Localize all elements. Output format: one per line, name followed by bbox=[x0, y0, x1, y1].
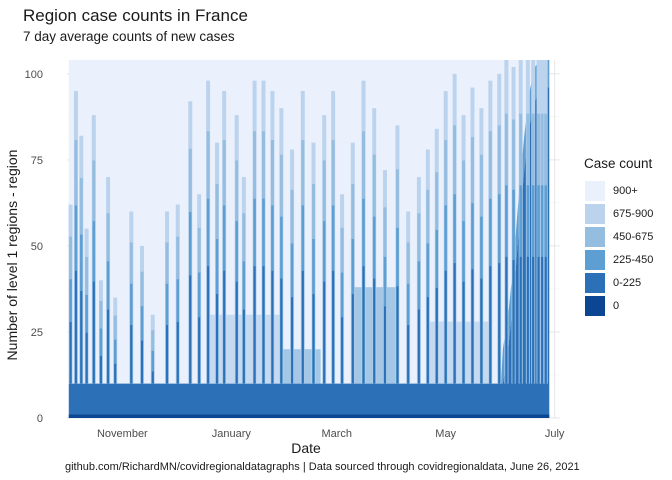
spike-mark bbox=[114, 363, 117, 384]
spike-mark bbox=[166, 325, 169, 384]
data-spikes bbox=[68, 60, 548, 384]
chart-title: Region case counts in France bbox=[23, 6, 248, 25]
spike-mark bbox=[462, 281, 465, 384]
legend-label: 450-675 bbox=[613, 230, 654, 243]
spike-mark bbox=[242, 309, 245, 384]
chart-caption: github.com/RichardMN/covidregionaldatagr… bbox=[65, 461, 580, 473]
spike-mark bbox=[512, 259, 515, 384]
spike-mark bbox=[80, 290, 83, 384]
spike-mark bbox=[301, 270, 304, 384]
spike-mark bbox=[537, 256, 540, 384]
spike-mark bbox=[74, 270, 77, 384]
spike-mark bbox=[373, 278, 376, 384]
spike-mark bbox=[541, 256, 544, 384]
x-tick-label: May bbox=[435, 428, 456, 440]
spike-mark bbox=[341, 317, 344, 384]
spike-mark bbox=[526, 256, 529, 384]
legend-label: 675-900 bbox=[613, 207, 654, 220]
spike-mark bbox=[99, 356, 102, 384]
x-tick-label: March bbox=[321, 428, 352, 440]
spike-mark bbox=[471, 269, 474, 384]
x-tick-label: July bbox=[545, 428, 565, 440]
legend-label: 0-225 bbox=[613, 276, 642, 289]
spike-mark bbox=[271, 270, 274, 384]
spike-mark bbox=[332, 270, 335, 384]
spike-mark bbox=[280, 278, 283, 384]
band-zero bbox=[68, 414, 550, 418]
spike-mark bbox=[505, 256, 508, 384]
y-tick-label: 100 bbox=[25, 69, 43, 81]
spike-mark bbox=[396, 286, 399, 384]
legend-item: 0-225 bbox=[585, 271, 653, 294]
y-axis-label: Number of level 1 regions - region bbox=[4, 149, 20, 361]
spike-mark bbox=[435, 287, 438, 384]
spike-mark bbox=[92, 281, 95, 384]
spike-mark bbox=[480, 278, 483, 384]
x-tick-label: November bbox=[97, 428, 148, 440]
x-axis-ticks: November January March May July bbox=[97, 428, 565, 440]
spike-mark bbox=[498, 263, 501, 384]
legend-label: 225-450 bbox=[613, 253, 654, 266]
y-axis-ticks: 0 25 50 75 100 bbox=[25, 69, 43, 425]
spike-mark bbox=[223, 270, 226, 384]
spike-mark bbox=[291, 297, 294, 384]
spike-mark bbox=[189, 275, 192, 384]
spike-mark bbox=[235, 281, 238, 384]
spike-mark bbox=[141, 340, 144, 384]
spike-mark bbox=[85, 332, 88, 384]
y-tick-label: 75 bbox=[31, 155, 43, 167]
legend-label: 900+ bbox=[613, 184, 638, 197]
spike-mark bbox=[312, 294, 315, 384]
spike-mark bbox=[198, 317, 201, 384]
spike-mark bbox=[519, 256, 522, 384]
spike-mark bbox=[253, 266, 256, 384]
spike-mark bbox=[107, 309, 110, 384]
spike-mark bbox=[176, 321, 179, 384]
legend-title: Case count bbox=[584, 156, 653, 171]
band-0-225 bbox=[68, 87, 550, 419]
spike-mark bbox=[130, 325, 133, 384]
legend-item: 450-675 bbox=[585, 225, 653, 248]
spike-mark bbox=[417, 309, 420, 384]
spike-mark bbox=[207, 266, 210, 384]
spike-mark bbox=[362, 266, 365, 384]
legend-swatch bbox=[585, 249, 605, 270]
legend-item: 0 bbox=[585, 294, 653, 317]
legend-item: 900+ bbox=[585, 179, 653, 202]
legend-swatch bbox=[585, 295, 605, 316]
legend-label: 0 bbox=[613, 299, 620, 312]
spike-mark bbox=[151, 371, 154, 384]
spike-mark bbox=[262, 266, 265, 384]
spike-mark bbox=[407, 325, 410, 384]
x-tick-label: January bbox=[212, 428, 252, 440]
spike-mark bbox=[426, 297, 429, 384]
spike-mark bbox=[532, 256, 535, 384]
legend-swatch bbox=[585, 272, 605, 293]
spike-mark bbox=[151, 350, 154, 384]
spike-mark bbox=[216, 294, 219, 384]
spike-mark bbox=[444, 270, 447, 384]
y-tick-label: 25 bbox=[31, 327, 43, 339]
spike-mark bbox=[323, 281, 326, 384]
y-tick-label: 0 bbox=[37, 413, 43, 425]
legend-item: 225-450 bbox=[585, 248, 653, 271]
legend: 900+ 675-900 450-675 225-450 0-225 0 bbox=[585, 179, 653, 317]
legend-swatch bbox=[585, 180, 605, 201]
x-axis-label: Date bbox=[291, 440, 321, 456]
spike-mark bbox=[383, 306, 386, 384]
spike-mark bbox=[544, 256, 547, 384]
legend-swatch bbox=[585, 226, 605, 247]
legend-swatch bbox=[585, 203, 605, 224]
spike-mark bbox=[453, 263, 456, 384]
spike-mark bbox=[351, 294, 354, 384]
spike-mark bbox=[489, 266, 492, 384]
spike-mark bbox=[69, 321, 72, 384]
spike-mark bbox=[113, 339, 117, 384]
chart-subtitle: 7 day average counts of new cases bbox=[23, 29, 235, 44]
legend-item: 675-900 bbox=[585, 202, 653, 225]
y-tick-label: 50 bbox=[31, 241, 43, 253]
